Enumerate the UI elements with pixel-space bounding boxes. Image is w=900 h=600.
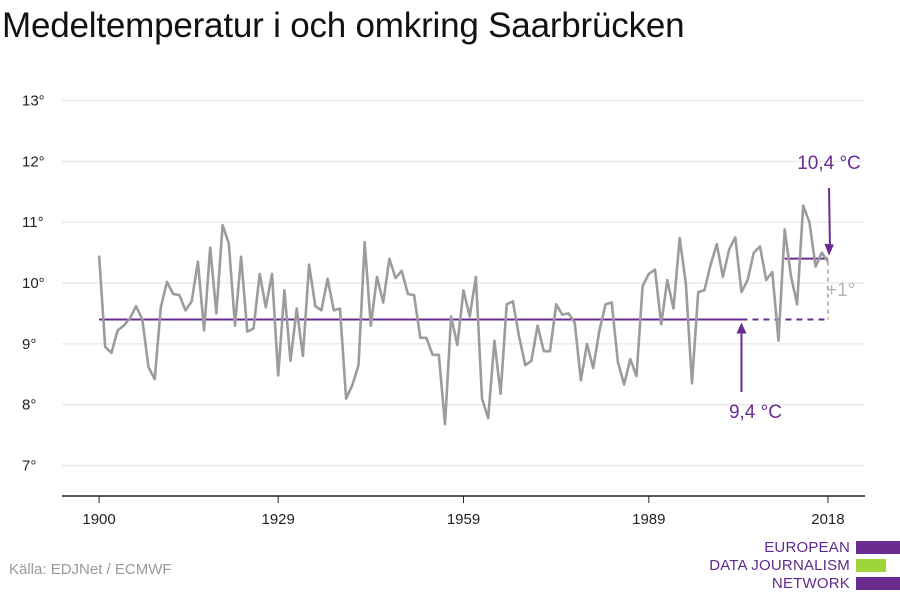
y-tick-label: 10° [22, 275, 45, 292]
logo-bar-purple-top [856, 541, 900, 554]
x-tick-label: 2018 [811, 511, 844, 528]
x-tick-label: 1959 [447, 511, 480, 528]
recent-arrow-shaft [828, 187, 831, 246]
x-tick-label: 1929 [262, 511, 295, 528]
difference-label: +1° [826, 280, 855, 301]
logo-bar-purple-bottom [856, 577, 900, 590]
x-tick-label: 1989 [632, 511, 665, 528]
chart-title: Medeltemperatur i och omkring Saarbrücke… [2, 6, 685, 45]
logo-line-2: DATA JOURNALISM [709, 557, 850, 574]
logo-bar-green [856, 559, 886, 572]
recent-mean-label: 10,4 °C [797, 153, 861, 174]
baseline-mean-label: 9,4 °C [729, 402, 782, 423]
y-tick-label: 11° [22, 214, 44, 231]
annotations: 9,4 °C 10,4 °C +1° [729, 153, 861, 423]
temperature-series [97, 204, 829, 426]
y-tick-label: 9° [22, 336, 36, 353]
source-note: Källa: EDJNet / ECMWF [9, 561, 172, 578]
y-tick-label: 13° [22, 92, 45, 109]
y-tick-label: 12° [22, 153, 45, 170]
baseline-arrow-head [736, 322, 747, 334]
series-line [97, 204, 829, 426]
y-tick-label: 7° [22, 458, 36, 475]
recent-arrow-head [824, 243, 834, 256]
y-tick-label: 8° [22, 397, 36, 414]
logo-line-3: NETWORK [771, 575, 850, 592]
x-axis: 1900 1929 1959 1989 2018 [62, 495, 865, 528]
logo-line-1: EUROPEAN [764, 539, 850, 556]
y-axis-labels: 7° 8° 9° 10° 11° 12° 13° [22, 92, 45, 474]
logo-text: EUROPEAN DATA JOURNALISM NETWORK [709, 539, 850, 593]
edjnet-logo[interactable]: EUROPEAN DATA JOURNALISM NETWORK [700, 538, 900, 598]
x-tick-label: 1900 [82, 511, 115, 528]
